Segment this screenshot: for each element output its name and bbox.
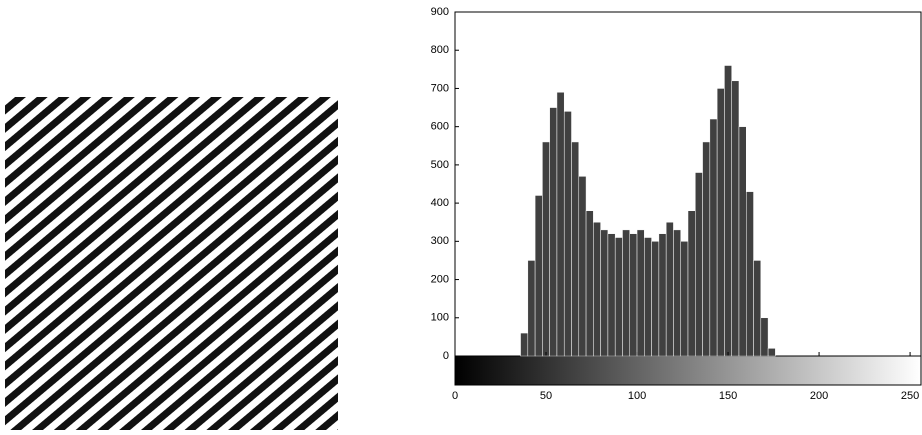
y-tick-label: 300 bbox=[431, 235, 449, 247]
y-tick-label: 700 bbox=[431, 82, 449, 94]
bar bbox=[673, 229, 681, 357]
bar bbox=[724, 65, 732, 357]
y-tick-label: 800 bbox=[431, 44, 449, 56]
bar bbox=[520, 332, 529, 357]
bar bbox=[709, 118, 718, 357]
bar bbox=[622, 229, 630, 357]
fingerprint-image bbox=[5, 97, 338, 430]
bar bbox=[658, 233, 667, 357]
bar bbox=[549, 107, 558, 357]
y-tick-label: 400 bbox=[431, 197, 449, 209]
bar bbox=[593, 221, 601, 357]
bar bbox=[746, 191, 754, 357]
y-tick-label: 200 bbox=[431, 273, 449, 285]
bar bbox=[571, 141, 580, 357]
bar bbox=[614, 237, 623, 357]
bar bbox=[585, 210, 594, 357]
bar bbox=[738, 126, 747, 357]
x-tick-label: 100 bbox=[628, 390, 646, 402]
bar bbox=[556, 92, 565, 357]
bar bbox=[600, 229, 609, 357]
bar bbox=[534, 195, 543, 357]
bar bbox=[695, 172, 703, 357]
x-tick-label: 0 bbox=[452, 390, 458, 402]
y-tick-label: 500 bbox=[431, 159, 449, 171]
y-tick-label: 100 bbox=[431, 312, 449, 324]
bar bbox=[651, 241, 660, 357]
x-tick-label: 150 bbox=[719, 390, 737, 402]
x-tick-label: 200 bbox=[810, 390, 828, 402]
bar bbox=[680, 241, 689, 357]
gray-colorbar bbox=[454, 355, 922, 386]
x-tick-label: 50 bbox=[540, 390, 552, 402]
bar bbox=[665, 221, 674, 357]
bar bbox=[644, 237, 652, 357]
y-tick-label: 600 bbox=[431, 121, 449, 133]
bar bbox=[542, 141, 550, 357]
bar bbox=[731, 80, 740, 357]
bar bbox=[636, 229, 645, 357]
bar bbox=[687, 210, 696, 357]
y-tick-label: 900 bbox=[431, 6, 449, 18]
bar bbox=[716, 88, 725, 357]
bar bbox=[629, 233, 638, 357]
bar bbox=[527, 260, 536, 357]
bar bbox=[563, 111, 572, 357]
y-tick-label: 0 bbox=[443, 350, 449, 362]
bar bbox=[578, 176, 587, 357]
bar bbox=[607, 233, 616, 357]
bar bbox=[702, 141, 711, 357]
x-tick-label: 250 bbox=[901, 390, 919, 402]
bar bbox=[753, 260, 762, 357]
bar bbox=[767, 348, 776, 357]
bar bbox=[760, 317, 769, 357]
